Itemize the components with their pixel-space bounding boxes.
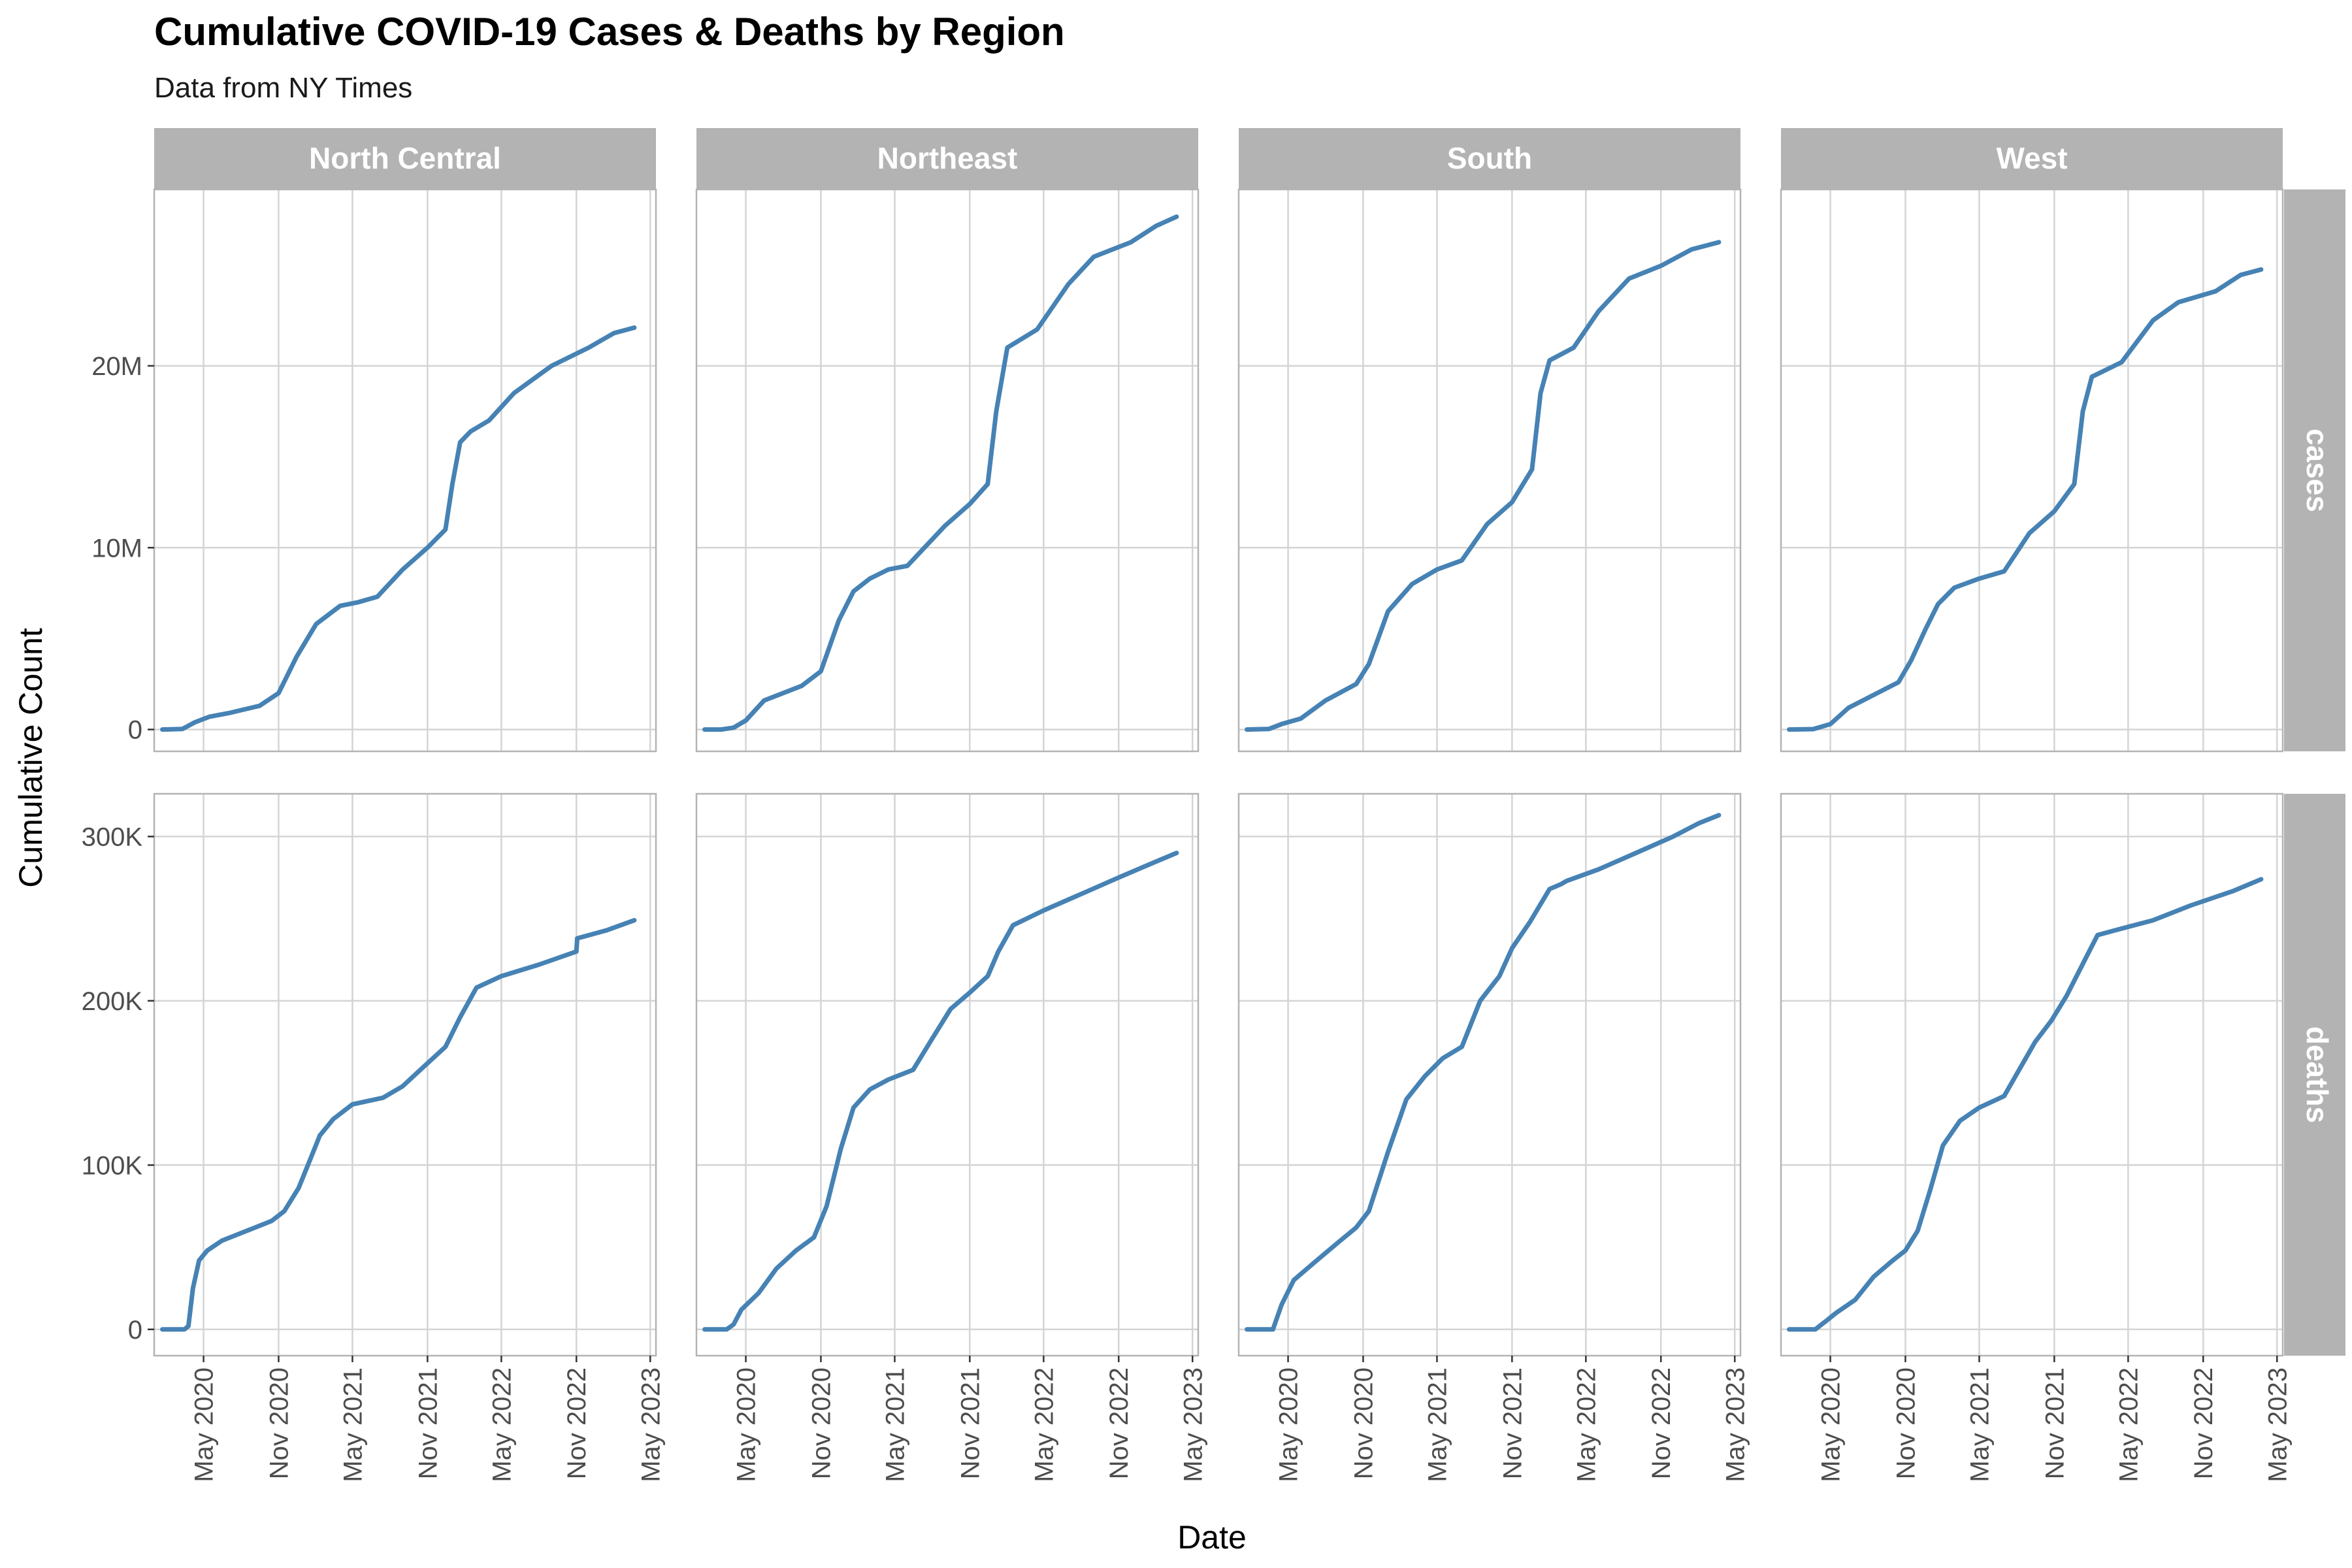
y-tick-label: 200K [82,987,143,1016]
x-tick-label: May 2023 [1179,1367,1207,1482]
panel-west-deaths [1780,792,2284,1357]
x-tick-label: May 2023 [636,1367,665,1482]
x-tick-label: Nov 2022 [2189,1367,2218,1479]
y-tick-label: 10M [91,534,142,563]
facet-strip-label: South [1447,141,1532,175]
y-tick-label: 100K [82,1151,143,1180]
x-tick-label: May 2020 [190,1367,219,1482]
x-tick-label: Nov 2020 [1891,1367,1920,1479]
panel-northeast-deaths [695,792,1200,1357]
x-tick-label: May 2021 [881,1367,909,1482]
panel-border [1237,792,1742,1357]
x-tick-label: Nov 2022 [1647,1367,1676,1479]
x-tick-label: May 2021 [1965,1367,1994,1482]
x-tick-label: May 2022 [2114,1367,2143,1482]
facet-strip-west [1781,128,2283,189]
x-axis-label: Date [1177,1519,1247,1556]
panel-south-cases [1237,188,1742,753]
x-tick-label: May 2020 [1275,1367,1303,1482]
x-tick-label: May 2023 [1721,1367,1750,1482]
x-tick-label: Nov 2021 [1498,1367,1527,1479]
x-tick-label: Nov 2021 [414,1367,442,1479]
series-line-west-deaths [1787,877,2264,1332]
x-tick-label: May 2021 [338,1367,367,1482]
panel-border [153,792,657,1357]
panel-border [695,188,1200,753]
panel-south-deaths [1237,792,1742,1357]
facet-strip-label: deaths [2300,1026,2334,1123]
x-tick-label: May 2021 [1423,1367,1452,1482]
y-tick-label: 0 [128,1316,142,1345]
x-tick-label: Nov 2020 [265,1367,293,1479]
x-tick-label: May 2022 [1030,1367,1058,1482]
series-line-northeast-deaths [702,851,1179,1332]
panel-border [695,792,1200,1357]
panel-northeast-cases [695,188,1200,753]
x-tick-label: Nov 2021 [956,1367,985,1479]
x-tick-label: May 2020 [732,1367,761,1482]
facet-strip-deaths [2284,794,2345,1356]
series-line-south-cases [1245,240,1722,732]
series-line-northeast-cases [702,214,1179,732]
y-axis-label: Cumulative Count [12,628,49,888]
x-tick-label: Nov 2020 [1349,1367,1378,1479]
x-tick-label: Nov 2022 [1105,1367,1134,1479]
x-tick-label: May 2022 [487,1367,516,1482]
facet-strip-north-central [154,128,656,189]
facet-strip-northeast [696,128,1198,189]
panel-border [153,188,657,753]
y-tick-label: 20M [91,352,142,381]
facet-strip-label: West [1996,141,2067,175]
chart-title: Cumulative COVID-19 Cases & Deaths by Re… [154,10,1065,54]
series-line-north-central-deaths [160,918,637,1332]
series-line-north-central-cases [160,325,637,732]
facet-strip-south [1239,128,1740,189]
x-tick-label: Nov 2020 [807,1367,836,1479]
panel-north-central-deaths [153,792,657,1357]
x-tick-label: May 2023 [2263,1367,2292,1482]
panel-border [1780,188,2284,753]
y-tick-label: 0 [128,716,142,745]
x-tick-label: Nov 2021 [2040,1367,2069,1479]
x-tick-label: May 2020 [1817,1367,1846,1482]
facet-strip-label: North Central [309,141,501,175]
panel-north-central-cases [153,188,657,753]
series-line-west-cases [1787,267,2264,732]
panel-border [1780,792,2284,1357]
x-tick-label: May 2022 [1572,1367,1601,1482]
facet-strip-label: cases [2300,429,2334,512]
panel-west-cases [1780,188,2284,753]
chart-subtitle: Data from NY Times [154,72,413,104]
panel-border [1237,188,1742,753]
series-line-south-deaths [1245,813,1722,1332]
facet-strip-cases [2284,189,2345,751]
facet-strip-label: Northeast [877,141,1018,175]
x-tick-label: Nov 2022 [563,1367,591,1479]
y-tick-label: 300K [82,823,143,851]
